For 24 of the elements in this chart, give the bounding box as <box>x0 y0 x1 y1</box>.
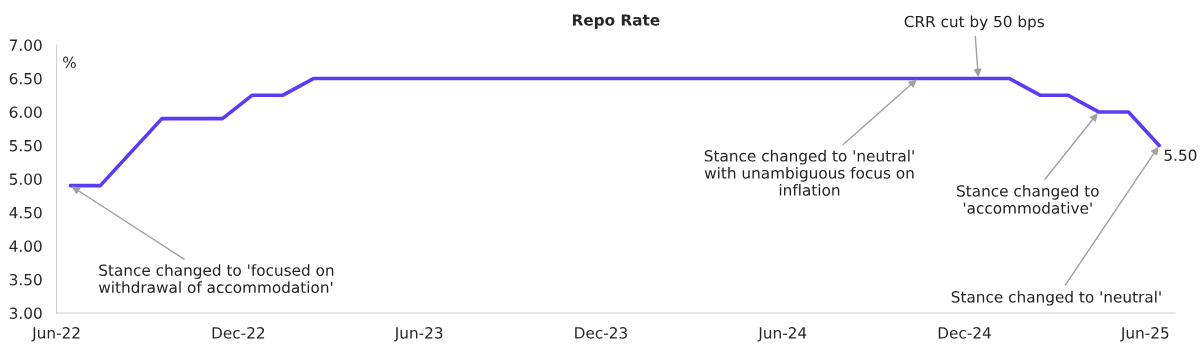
y-axis-title: % <box>63 56 76 69</box>
y-tick-label: 7.00 <box>9 39 42 51</box>
x-tick-label: Jun-24 <box>757 327 807 342</box>
y-tick-label: 5.50 <box>9 139 42 152</box>
chart-title: Repo Rate <box>572 14 660 29</box>
y-tick-label: 5.00 <box>9 173 42 185</box>
y-tick-label: 6.00 <box>9 106 42 118</box>
x-tick-label: Jun-23 <box>393 327 443 342</box>
y-tick-label: 3.50 <box>9 273 42 286</box>
x-tick-label: Dec-22 <box>212 327 265 339</box>
annotation: Stance changed to 'accommodative' <box>957 184 1099 214</box>
annotation: Stance changed to 'focused on withdrawal of accommodation' <box>98 264 334 294</box>
annotation: Stance changed to 'neutral' <box>951 290 1161 306</box>
y-tick-label: 4.00 <box>9 240 42 252</box>
y-tick-label: 6.50 <box>9 72 42 85</box>
x-tick-label: Jun-22 <box>31 327 80 342</box>
y-tick-label: 4.50 <box>9 206 42 219</box>
data-label: 5.50 <box>1164 149 1197 161</box>
x-tick-label: Dec-23 <box>575 327 627 339</box>
x-tick-label: Dec-24 <box>938 327 991 339</box>
y-tick-label: 3.00 <box>9 307 42 319</box>
annotation: Stance changed to 'neutral' with unambiguous focus on inflation <box>704 149 914 196</box>
x-tick-label: Jun-25 <box>1120 327 1169 342</box>
annotation: CRR cut by 50 bps <box>904 15 1044 31</box>
